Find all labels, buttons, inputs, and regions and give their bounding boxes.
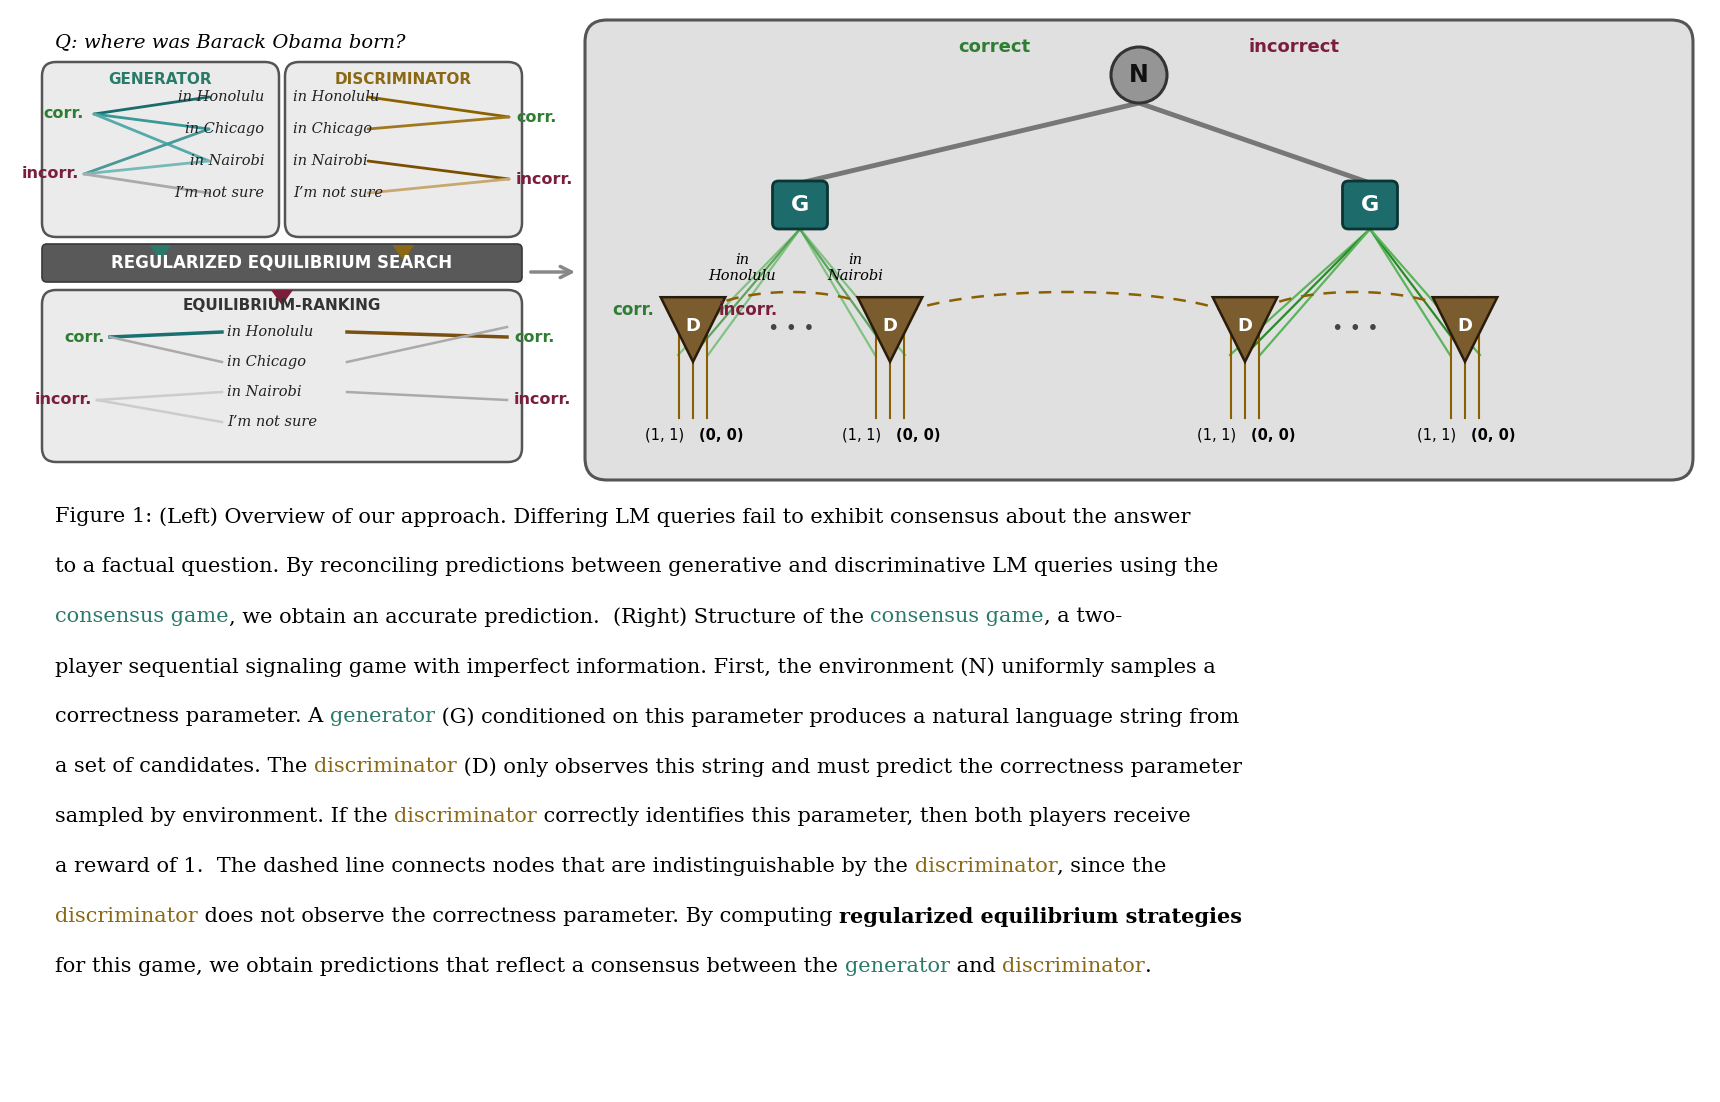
FancyBboxPatch shape: [286, 62, 521, 237]
Text: corr.: corr.: [65, 329, 105, 345]
Text: N: N: [1128, 63, 1149, 87]
Text: D: D: [882, 316, 898, 335]
Text: in Honolulu: in Honolulu: [292, 90, 378, 104]
Text: generator: generator: [330, 707, 435, 726]
Text: corr.: corr.: [43, 107, 84, 121]
Circle shape: [1111, 47, 1166, 102]
Text: a reward of 1.  The dashed line connects nodes that are indistinguishable by the: a reward of 1. The dashed line connects …: [55, 857, 915, 876]
Text: .: .: [1146, 957, 1151, 976]
Text: consensus game: consensus game: [55, 607, 229, 626]
Text: • • •: • • •: [1331, 318, 1378, 337]
Text: (Left) Overview of our approach. Differing LM queries fail to exhibit consensus : (Left) Overview of our approach. Differi…: [158, 507, 1190, 527]
Text: D: D: [1457, 316, 1472, 335]
Text: in Nairobi: in Nairobi: [227, 385, 301, 399]
Text: player sequential signaling game with imperfect information. First, the environm: player sequential signaling game with im…: [55, 657, 1216, 677]
Text: (1, 1): (1, 1): [843, 428, 882, 443]
Polygon shape: [272, 290, 292, 305]
Text: (1, 1): (1, 1): [1197, 428, 1237, 443]
Text: to a factual question. By reconciling predictions between generative and discrim: to a factual question. By reconciling pr…: [55, 557, 1218, 576]
Text: Q: where was Barack Obama born?: Q: where was Barack Obama born?: [55, 33, 406, 51]
Text: (D) only observes this string and must predict the correctness parameter: (D) only observes this string and must p…: [458, 757, 1242, 777]
Text: GENERATOR: GENERATOR: [108, 73, 212, 87]
Text: EQUILIBRIUM-RANKING: EQUILIBRIUM-RANKING: [182, 299, 382, 313]
Polygon shape: [1213, 298, 1278, 361]
Text: in Nairobi: in Nairobi: [189, 154, 263, 168]
Text: DISCRIMINATOR: DISCRIMINATOR: [335, 73, 471, 87]
Text: discriminator: discriminator: [394, 807, 537, 826]
Text: in Chicago: in Chicago: [292, 122, 372, 136]
Text: and: and: [949, 957, 1003, 976]
Text: corr.: corr.: [516, 109, 556, 125]
Text: regularized equilibrium strategies: regularized equilibrium strategies: [839, 907, 1242, 927]
Text: correctness parameter. A: correctness parameter. A: [55, 707, 330, 726]
Polygon shape: [858, 298, 922, 361]
FancyBboxPatch shape: [41, 290, 521, 462]
Text: REGULARIZED EQUILIBRIUM SEARCH: REGULARIZED EQUILIBRIUM SEARCH: [112, 253, 452, 272]
Text: I’m not sure: I’m not sure: [174, 186, 263, 199]
Text: I’m not sure: I’m not sure: [227, 415, 316, 429]
Text: incorr.: incorr.: [22, 166, 79, 182]
Text: (0, 0): (0, 0): [1471, 428, 1515, 443]
Text: , since the: , since the: [1058, 857, 1166, 876]
Text: incorr.: incorr.: [34, 392, 91, 408]
Text: (G) conditioned on this parameter produces a natural language string from: (G) conditioned on this parameter produc…: [435, 707, 1238, 726]
Text: in Honolulu: in Honolulu: [227, 325, 313, 339]
Text: (0, 0): (0, 0): [896, 428, 941, 443]
Text: in
Nairobi: in Nairobi: [827, 253, 882, 283]
Text: correct: correct: [958, 37, 1030, 56]
Polygon shape: [660, 298, 726, 361]
Text: incorr.: incorr.: [719, 301, 777, 318]
Polygon shape: [1433, 298, 1498, 361]
FancyBboxPatch shape: [41, 244, 521, 282]
Text: discriminator: discriminator: [915, 857, 1058, 876]
Text: in Chicago: in Chicago: [227, 355, 306, 369]
Text: for this game, we obtain predictions that reflect a consensus between the: for this game, we obtain predictions tha…: [55, 957, 845, 976]
Text: Figure 1:: Figure 1:: [55, 507, 158, 526]
Text: G: G: [791, 195, 808, 215]
Text: I’m not sure: I’m not sure: [292, 186, 384, 199]
Text: (1, 1): (1, 1): [645, 428, 685, 443]
Text: D: D: [686, 316, 700, 335]
Text: corr.: corr.: [514, 329, 554, 345]
FancyBboxPatch shape: [772, 181, 827, 229]
Text: corr.: corr.: [612, 301, 654, 318]
Text: , a two-: , a two-: [1044, 607, 1121, 626]
Text: a set of candidates. The: a set of candidates. The: [55, 757, 315, 776]
Text: (1, 1): (1, 1): [1417, 428, 1457, 443]
Text: in Nairobi: in Nairobi: [292, 154, 368, 168]
Text: correctly identifies this parameter, then both players receive: correctly identifies this parameter, the…: [537, 807, 1190, 826]
Text: G: G: [1361, 195, 1379, 215]
Text: incorr.: incorr.: [516, 172, 573, 186]
Text: incorr.: incorr.: [514, 392, 571, 408]
Text: generator: generator: [845, 957, 949, 976]
Text: discriminator: discriminator: [315, 757, 458, 776]
Text: consensus game: consensus game: [870, 607, 1044, 626]
Text: in Honolulu: in Honolulu: [177, 90, 263, 104]
Text: incorrect: incorrect: [1249, 37, 1340, 56]
Text: D: D: [1237, 316, 1252, 335]
Text: , we obtain an accurate prediction.  (Right) Structure of the: , we obtain an accurate prediction. (Rig…: [229, 607, 870, 627]
Text: discriminator: discriminator: [55, 907, 198, 926]
Text: (0, 0): (0, 0): [698, 428, 743, 443]
Text: (0, 0): (0, 0): [1250, 428, 1295, 443]
Polygon shape: [392, 245, 415, 260]
Text: does not observe the correctness parameter. By computing: does not observe the correctness paramet…: [198, 907, 839, 926]
Text: in
Honolulu: in Honolulu: [709, 253, 776, 283]
Text: in Chicago: in Chicago: [186, 122, 263, 136]
FancyBboxPatch shape: [1343, 181, 1397, 229]
Text: sampled by environment. If the: sampled by environment. If the: [55, 807, 394, 826]
FancyBboxPatch shape: [585, 20, 1692, 480]
Polygon shape: [150, 245, 172, 260]
Text: • • •: • • •: [769, 318, 815, 337]
Text: discriminator: discriminator: [1003, 957, 1146, 976]
FancyBboxPatch shape: [41, 62, 279, 237]
